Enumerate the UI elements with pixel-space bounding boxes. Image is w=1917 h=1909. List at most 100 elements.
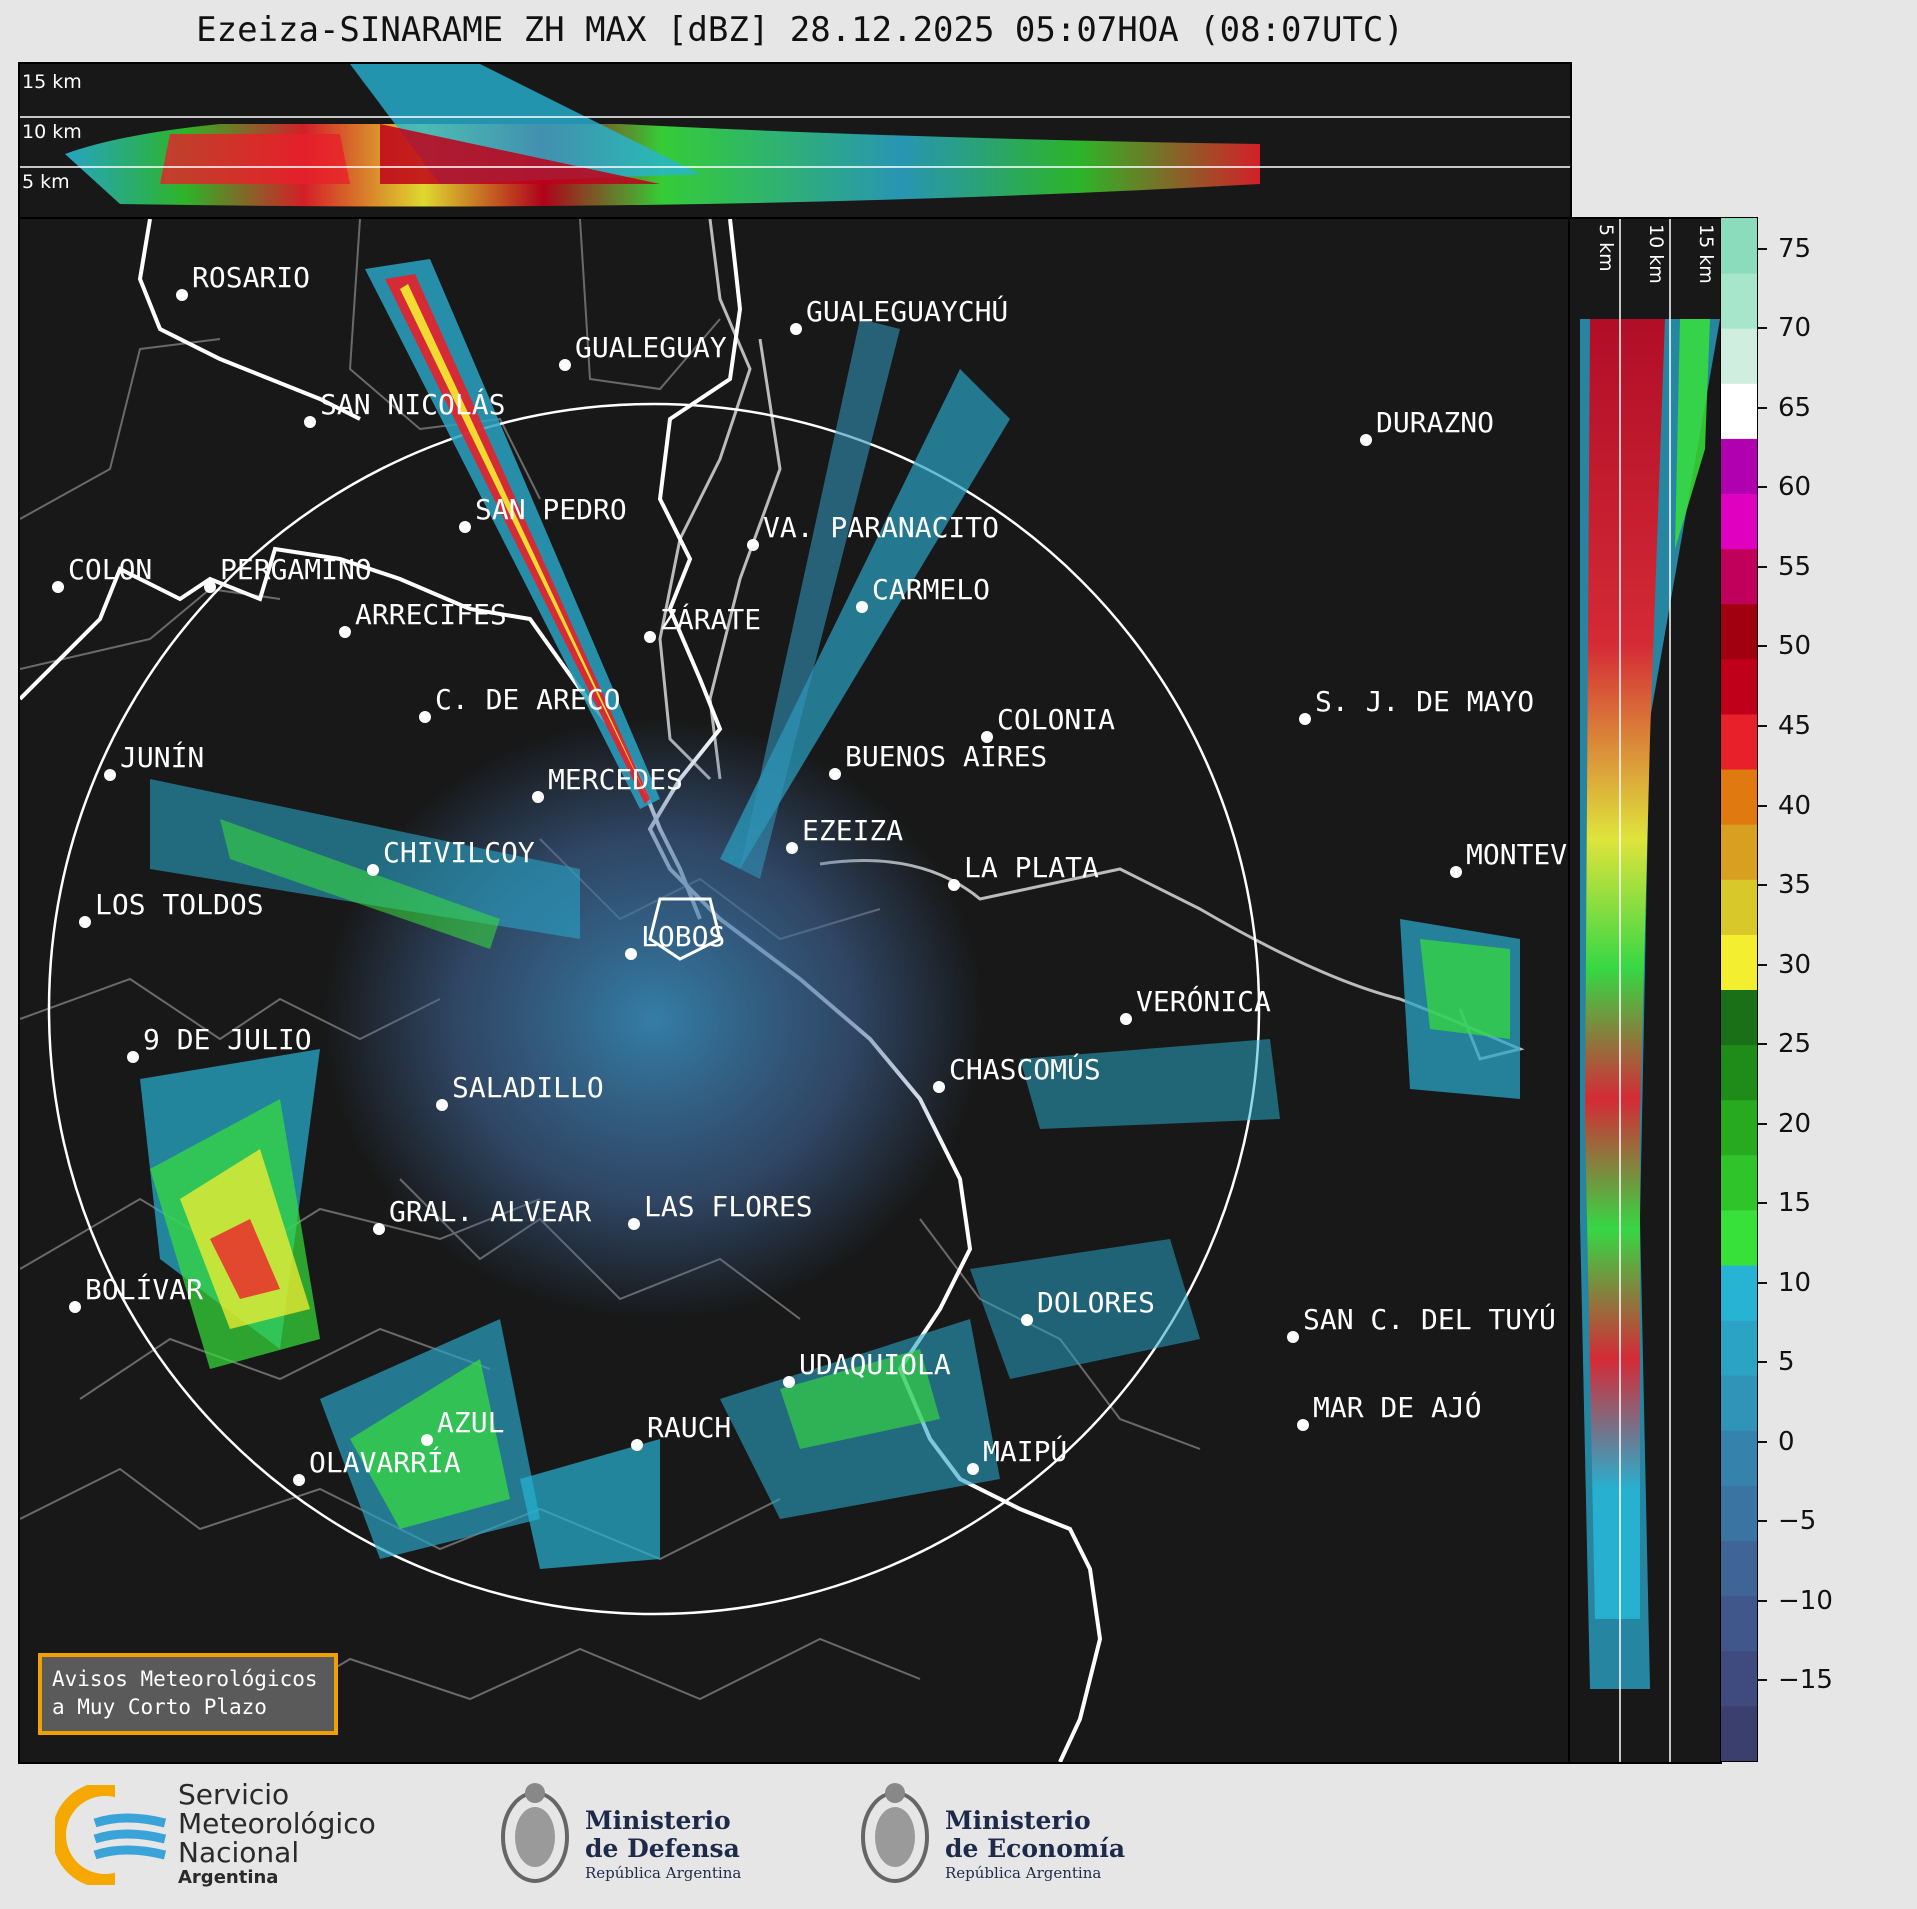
- colorbar-tick-label: 50: [1778, 631, 1812, 662]
- city-markers: ROSARIO GUALEGUAYCHÚ GUALEGUAY SAN NICOLÁS D…: [52, 261, 1570, 1486]
- colorbar-tick-label: −10: [1778, 1585, 1833, 1616]
- city-label: VERÓNICA: [1136, 984, 1271, 1018]
- colorbar-swatch: [1721, 1430, 1757, 1486]
- colorbar-swatch: [1721, 1540, 1757, 1597]
- colorbar-swatch: [1721, 328, 1757, 384]
- colorbar-tick-label: 65: [1778, 392, 1812, 423]
- defensa-line2: de Defensa: [585, 1834, 740, 1863]
- city-dot-icon: [981, 731, 993, 743]
- city-marker: SAN C. DEL TUYÚ: [1287, 1302, 1556, 1343]
- colorbar-tick-mark: [1757, 1440, 1767, 1443]
- colorbar-tick-mark: [1757, 884, 1767, 887]
- smn-sub: Argentina: [178, 1867, 279, 1888]
- city-marker: OLAVARRÍA: [293, 1445, 461, 1486]
- colorbar-tick-label: 15: [1778, 1188, 1812, 1219]
- top-cross-section-plot: 15 km 10 km 5 km: [20, 64, 1570, 207]
- colorbar-swatch: [1721, 713, 1757, 770]
- city-label: CARMELO: [872, 573, 990, 606]
- city-label: ROSARIO: [192, 261, 310, 294]
- colorbar-tick-mark: [1757, 247, 1767, 250]
- city-dot-icon: [104, 769, 116, 781]
- city-label: LOS TOLDOS: [95, 888, 264, 921]
- city-label: MAR DE AJÓ: [1313, 1390, 1482, 1424]
- city-marker: DURAZNO: [1360, 406, 1494, 446]
- colorbar-tick-mark: [1757, 1202, 1767, 1205]
- economia-line1: Ministerio: [945, 1806, 1091, 1835]
- economia-seal-icon: [861, 1783, 929, 1883]
- colorbar-tick-mark: [1757, 1281, 1767, 1284]
- side-height-5: 5 km: [1595, 224, 1617, 272]
- colorbar-tick-label: 45: [1778, 711, 1812, 742]
- city-dot-icon: [79, 916, 91, 928]
- city-marker: EZEIZA: [786, 814, 903, 854]
- side-cross-section: 5 km 10 km 15 km: [1568, 217, 1722, 1764]
- colorbar-tick-mark: [1757, 406, 1767, 409]
- smn-name: Servicio Meteorológico Nacional Argentin…: [178, 1780, 376, 1889]
- colorbar-tick-mark: [1757, 645, 1767, 648]
- avisos-line1: Avisos Meteorológicos: [52, 1667, 318, 1691]
- colorbar-swatch: [1721, 438, 1757, 495]
- colorbar-tick-label: 55: [1778, 551, 1812, 582]
- city-dot-icon: [829, 768, 841, 780]
- colorbar-tick-mark: [1757, 486, 1767, 489]
- city-marker: VERÓNICA: [1120, 984, 1271, 1025]
- city-label: 9 DE JULIO: [143, 1023, 312, 1056]
- city-marker: BOLÍVAR: [69, 1272, 203, 1313]
- city-dot-icon: [1297, 1419, 1309, 1431]
- smn-line2: Meteorológico: [178, 1807, 376, 1840]
- city-dot-icon: [127, 1051, 139, 1063]
- city-marker: LA PLATA: [948, 851, 1099, 891]
- city-marker: PERGAMINO: [204, 553, 372, 593]
- colorbar-swatch: [1721, 1375, 1757, 1431]
- economia-name: Ministerio de Economía República Argenti…: [945, 1807, 1125, 1883]
- colorbar-tick-label: 10: [1778, 1267, 1812, 1298]
- city-marker: 9 DE JULIO: [127, 1023, 312, 1063]
- radar-title: Ezeiza-SINARAME ZH MAX [dBZ] 28.12.2025 …: [196, 10, 1404, 50]
- top-height-5: 5 km: [22, 171, 70, 193]
- city-dot-icon: [1287, 1331, 1299, 1343]
- city-marker: S. J. DE MAYO: [1299, 685, 1534, 725]
- colorbar-swatch: [1721, 603, 1757, 660]
- city-label: MAIPÚ: [983, 1434, 1067, 1468]
- colorbar-tick-mark: [1757, 804, 1767, 807]
- city-label: CHASCOMÚS: [949, 1052, 1101, 1086]
- city-dot-icon: [1021, 1314, 1033, 1326]
- city-marker: CHIVILCOY: [367, 836, 535, 876]
- colorbar-swatch: [1721, 493, 1757, 550]
- city-marker: UDAQUIOLA: [783, 1348, 951, 1388]
- colorbar-swatch: [1721, 548, 1757, 605]
- colorbar-swatch: [1721, 1650, 1757, 1707]
- city-label: VA. PARANACITO: [763, 511, 999, 544]
- range-ring: [47, 402, 1261, 1616]
- city-marker: MONTEVIDEO: [1450, 838, 1570, 878]
- colorbar-swatch: [1721, 1320, 1757, 1376]
- colorbar-tick-label: −5: [1778, 1506, 1817, 1537]
- city-label: C. DE ARECO: [435, 683, 620, 716]
- economia-line2: de Economía: [945, 1834, 1126, 1863]
- colorbar-swatch: [1721, 1154, 1757, 1211]
- colorbar-tick-label: 5: [1778, 1347, 1795, 1378]
- radar-map[interactable]: ROSARIO GUALEGUAYCHÚ GUALEGUAY SAN NICOLÁS D…: [18, 217, 1572, 1764]
- city-label: GUALEGUAYCHÚ: [806, 294, 1008, 328]
- colorbar-tick-mark: [1757, 1122, 1767, 1125]
- city-dot-icon: [790, 323, 802, 335]
- city-label: COLONIA: [997, 703, 1115, 736]
- city-marker: RAUCH: [631, 1411, 731, 1451]
- colorbar-swatch: [1721, 1595, 1757, 1652]
- colorbar-tick-label: 0: [1778, 1426, 1795, 1457]
- city-dot-icon: [176, 289, 188, 301]
- city-marker: SALADILLO: [436, 1071, 604, 1111]
- colorbar-swatch: [1721, 273, 1757, 329]
- colorbar-tick-label: 35: [1778, 870, 1812, 901]
- side-cross-section-plot: 5 km 10 km 15 km: [1580, 219, 1720, 1762]
- colorbar-tick-mark: [1757, 1520, 1767, 1523]
- city-marker: JUNÍN: [104, 740, 204, 781]
- colorbar-swatch: [1721, 1044, 1757, 1101]
- avisos-link[interactable]: Avisos Meteorológicos a Muy Corto Plazo: [38, 1653, 338, 1735]
- city-dot-icon: [1299, 713, 1311, 725]
- city-marker: SAN PEDRO: [459, 493, 627, 533]
- colorbar-swatch: [1721, 383, 1757, 439]
- city-label: SALADILLO: [452, 1071, 604, 1104]
- top-height-10: 10 km: [22, 121, 82, 143]
- city-label: SAN C. DEL TUYÚ: [1303, 1302, 1556, 1336]
